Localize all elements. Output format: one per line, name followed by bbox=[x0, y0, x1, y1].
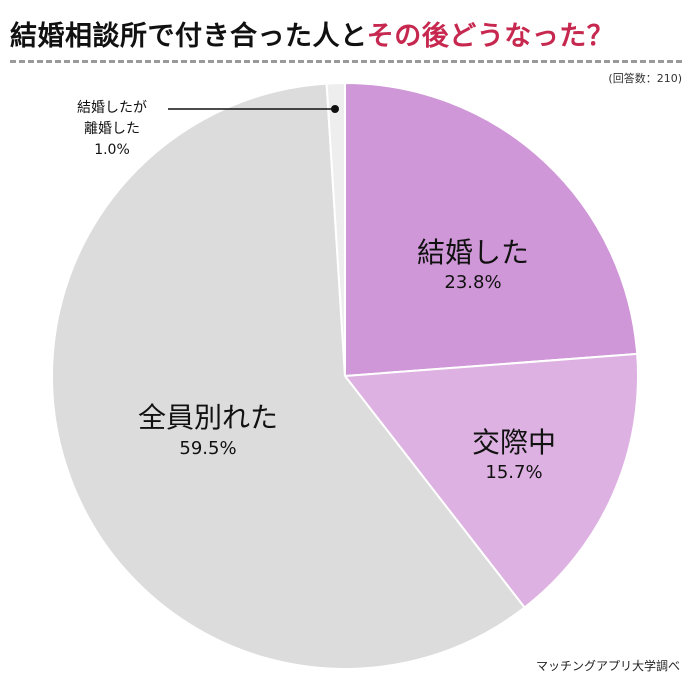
pie-slice-all-broke-up bbox=[51, 82, 526, 670]
divorced-leader-dot bbox=[331, 105, 339, 113]
pie-slice-divorced bbox=[325, 81, 346, 377]
chart-title: 結婚相談所で付き合った人とその後どうなった？ bbox=[10, 14, 614, 53]
slice-label-divorced-line2: 離婚した bbox=[84, 120, 140, 137]
slice-value-all-broke-up: 59.5% bbox=[179, 438, 236, 459]
title-main: 結婚相談所で付き合った人と bbox=[10, 21, 367, 52]
title-divider bbox=[10, 60, 682, 63]
pie-slices bbox=[51, 81, 639, 670]
pie-slice-dating bbox=[343, 352, 639, 609]
slice-label-divorced-line1: 結婚したが bbox=[77, 100, 147, 116]
slice-label-dating: 交際中 bbox=[472, 426, 556, 459]
pie-slice-married bbox=[344, 81, 639, 378]
slice-value-divorced: 1.0% bbox=[94, 142, 130, 158]
slice-label-all-broke-up: 全員別れた bbox=[138, 401, 278, 434]
title-highlight: その後どうなった？ bbox=[366, 21, 615, 52]
slice-value-married: 23.8% bbox=[444, 272, 501, 293]
slice-label-married: 結婚した bbox=[417, 236, 529, 269]
source-note: マッチングアプリ大学調べ bbox=[535, 659, 680, 673]
sample-size-note: (回答数：210) bbox=[608, 72, 682, 85]
slice-value-dating: 15.7% bbox=[485, 462, 542, 483]
